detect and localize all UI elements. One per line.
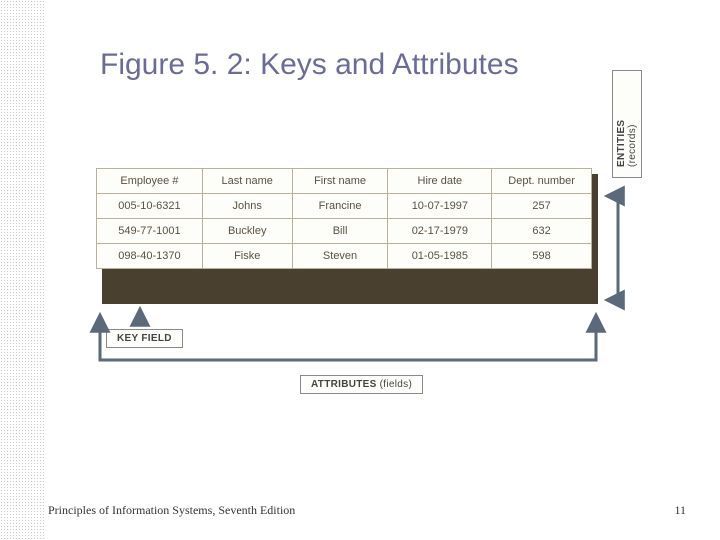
cell: Fiske — [202, 244, 292, 269]
figure: Employee # Last name First name Hire dat… — [96, 168, 636, 269]
keyfield-bold: KEY FIELD — [117, 333, 172, 344]
col-header: Hire date — [388, 169, 492, 194]
cell: 10-07-1997 — [388, 194, 492, 219]
cell: Francine — [292, 194, 388, 219]
cell: 257 — [492, 194, 592, 219]
col-header: Last name — [202, 169, 292, 194]
attributes-label: ATTRIBUTES (fields) — [300, 374, 423, 394]
col-header: Dept. number — [492, 169, 592, 194]
cell: 549-77-1001 — [97, 219, 203, 244]
footer-text: Principles of Information Systems, Seven… — [48, 503, 295, 518]
col-header: First name — [292, 169, 388, 194]
entities-light: (records) — [627, 124, 638, 167]
cell: 598 — [492, 244, 592, 269]
col-header: Employee # — [97, 169, 203, 194]
cell: 005-10-6321 — [97, 194, 203, 219]
attributes-bold: ATTRIBUTES — [311, 379, 377, 390]
table-row: 098-40-1370 Fiske Steven 01-05-1985 598 — [97, 244, 592, 269]
page-number: 11 — [674, 503, 686, 518]
cell: Steven — [292, 244, 388, 269]
attributes-light: (fields) — [377, 379, 412, 390]
slide: Figure 5. 2: Keys and Attributes Employe… — [0, 0, 720, 540]
cell: Buckley — [202, 219, 292, 244]
db-table: Employee # Last name First name Hire dat… — [96, 168, 592, 269]
entities-label: ENTITIES (records) — [612, 70, 642, 178]
entities-bold: ENTITIES — [616, 120, 627, 167]
table-row: 005-10-6321 Johns Francine 10-07-1997 25… — [97, 194, 592, 219]
cell: Bill — [292, 219, 388, 244]
cell: 632 — [492, 219, 592, 244]
left-dotted-strip — [0, 0, 46, 540]
cell: 02-17-1979 — [388, 219, 492, 244]
slide-title: Figure 5. 2: Keys and Attributes — [100, 48, 519, 82]
cell: 01-05-1985 — [388, 244, 492, 269]
table-header-row: Employee # Last name First name Hire dat… — [97, 169, 592, 194]
keyfield-label: KEY FIELD — [106, 328, 183, 348]
table-row: 549-77-1001 Buckley Bill 02-17-1979 632 — [97, 219, 592, 244]
cell: 098-40-1370 — [97, 244, 203, 269]
cell: Johns — [202, 194, 292, 219]
